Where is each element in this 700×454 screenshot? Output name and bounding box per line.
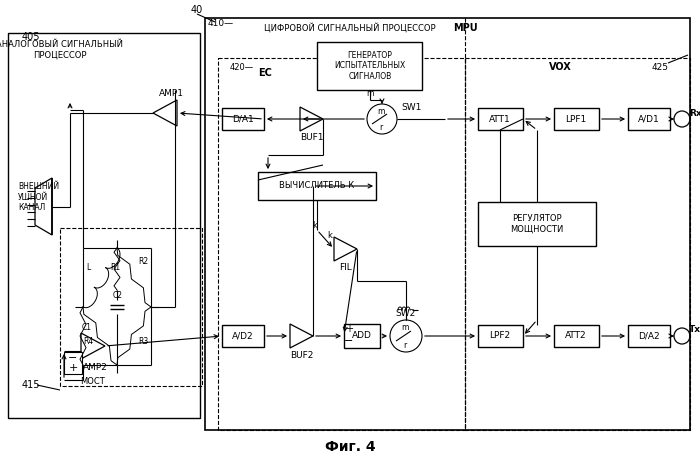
Text: LPF1: LPF1 xyxy=(566,114,587,123)
Text: r: r xyxy=(403,341,407,350)
Text: Rx: Rx xyxy=(689,109,700,118)
Text: D/A2: D/A2 xyxy=(638,331,660,340)
Text: 420—: 420— xyxy=(230,63,254,71)
Bar xyxy=(258,172,376,200)
Text: C2: C2 xyxy=(113,291,123,300)
Text: АНАЛОГОВЫЙ СИГНАЛЬНЫЙ
ПРОЦЕССОР: АНАЛОГОВЫЙ СИГНАЛЬНЫЙ ПРОЦЕССОР xyxy=(0,40,123,59)
Text: MPU: MPU xyxy=(453,23,477,33)
Text: m: m xyxy=(377,107,385,115)
Bar xyxy=(60,228,202,386)
Text: C1: C1 xyxy=(82,324,92,332)
Text: ATT1: ATT1 xyxy=(489,114,511,123)
Text: FIL: FIL xyxy=(340,263,352,272)
Text: R1: R1 xyxy=(110,263,120,272)
Text: −: − xyxy=(344,336,354,346)
Bar xyxy=(64,352,82,374)
Bar xyxy=(344,324,380,348)
Text: LPF2: LPF2 xyxy=(489,331,510,340)
Text: 40: 40 xyxy=(191,5,203,15)
Text: РЕГУЛЯТОР
МОЩНОСТИ: РЕГУЛЯТОР МОЩНОСТИ xyxy=(510,214,564,234)
Text: −: − xyxy=(69,353,78,363)
Text: ВЫЧИСЛИТЕЛЬ К: ВЫЧИСЛИТЕЛЬ К xyxy=(279,182,355,191)
Bar xyxy=(317,42,422,90)
Text: m: m xyxy=(366,89,374,98)
Bar xyxy=(554,108,599,130)
Bar xyxy=(465,58,690,430)
Text: A/D2: A/D2 xyxy=(232,331,254,340)
Text: ADD: ADD xyxy=(352,331,372,340)
Bar xyxy=(205,18,690,430)
Text: ATT2: ATT2 xyxy=(565,331,587,340)
Bar xyxy=(478,108,523,130)
Text: k: k xyxy=(328,231,332,240)
Text: L: L xyxy=(86,263,90,272)
Bar xyxy=(222,108,264,130)
Text: Фиг. 4: Фиг. 4 xyxy=(325,440,375,454)
Text: ВНЕШНИЙ
УШНОЙ
КАНАЛ: ВНЕШНИЙ УШНОЙ КАНАЛ xyxy=(18,182,59,212)
Text: +: + xyxy=(69,363,78,373)
Text: m: m xyxy=(401,322,409,331)
Bar xyxy=(222,325,264,347)
Bar xyxy=(628,325,670,347)
Bar xyxy=(554,325,599,347)
Text: R2: R2 xyxy=(138,257,148,266)
Text: EC: EC xyxy=(258,68,272,78)
Text: Tx: Tx xyxy=(689,326,700,335)
Text: ЦИФРОВОЙ СИГНАЛЬНЫЙ ПРОЦЕССОР: ЦИФРОВОЙ СИГНАЛЬНЫЙ ПРОЦЕССОР xyxy=(264,23,436,33)
Text: k: k xyxy=(312,221,317,230)
Text: AMP1: AMP1 xyxy=(158,89,183,98)
Text: 405: 405 xyxy=(22,32,41,42)
Bar xyxy=(628,108,670,130)
Text: R4: R4 xyxy=(83,337,93,346)
Bar xyxy=(478,325,523,347)
Text: +: + xyxy=(345,324,353,334)
Text: A/D1: A/D1 xyxy=(638,114,660,123)
Text: D/A1: D/A1 xyxy=(232,114,254,123)
Text: AMP2: AMP2 xyxy=(83,362,107,371)
Text: BUF2: BUF2 xyxy=(290,350,314,360)
Text: SW1: SW1 xyxy=(401,103,421,112)
Text: R3: R3 xyxy=(138,337,148,346)
Text: 425: 425 xyxy=(652,63,668,71)
Text: BUF1: BUF1 xyxy=(300,133,323,143)
Text: 415: 415 xyxy=(22,380,41,390)
Text: SW2: SW2 xyxy=(396,310,416,319)
Bar xyxy=(478,202,596,246)
Text: 410—: 410— xyxy=(208,19,234,28)
Bar xyxy=(8,33,200,418)
Text: r: r xyxy=(379,123,383,133)
Text: МОСТ: МОСТ xyxy=(80,376,105,385)
Text: ГЕНЕРАТОР
ИСПЫТАТЕЛЬНЫХ
СИГНАЛОВ: ГЕНЕРАТОР ИСПЫТАТЕЛЬНЫХ СИГНАЛОВ xyxy=(335,51,405,81)
Text: VOX: VOX xyxy=(549,62,571,72)
Bar xyxy=(218,58,465,430)
